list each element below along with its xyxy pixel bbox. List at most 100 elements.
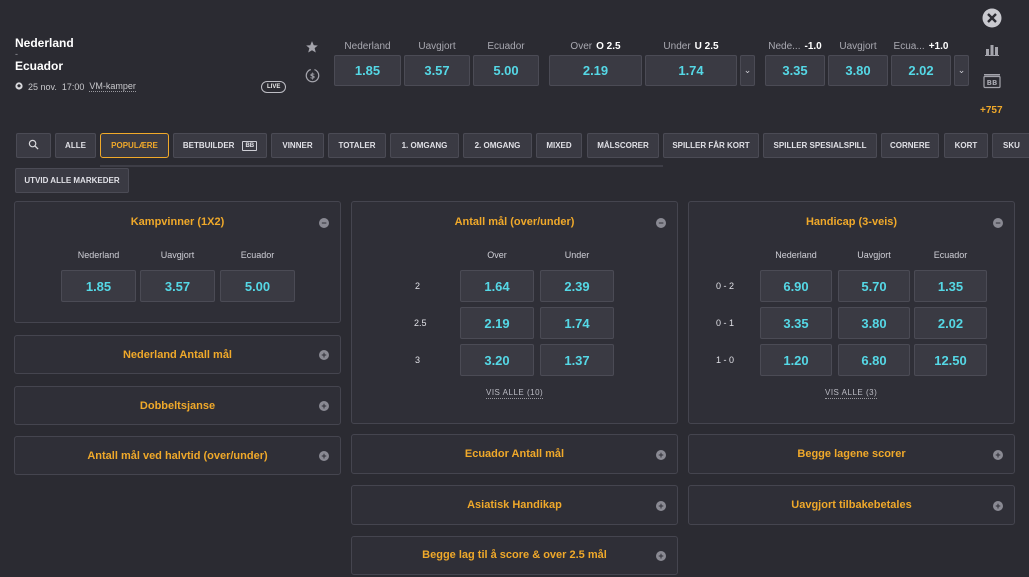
market-title: Uavgjort tilbakebetales [791, 499, 912, 511]
header-label-hc-draw: Uavgjort [839, 41, 877, 52]
tabs-scrollbar[interactable] [100, 165, 663, 167]
tab-alle[interactable]: ALLE [55, 133, 96, 158]
odds-button[interactable]: 3.35 [760, 307, 832, 339]
market-title: Asiatisk Handikap [467, 499, 562, 511]
team-separator: - [15, 49, 18, 59]
expand-icon[interactable]: + [656, 501, 666, 511]
market-ecuador-antall-mal[interactable]: Ecuador Antall mål + [351, 434, 678, 474]
close-icon[interactable] [982, 8, 1002, 28]
kampvinner-title[interactable]: Kampvinner (1X2) [130, 216, 225, 228]
expand-icon[interactable]: + [993, 501, 1003, 511]
odds-button[interactable]: 1.20 [760, 344, 832, 376]
collapse-icon[interactable]: − [656, 218, 666, 228]
row-label: 1 - 0 [716, 355, 735, 365]
collapse-icon[interactable]: − [319, 218, 329, 228]
tab-spiller-far-kort[interactable]: SPILLER FÅR KORT [663, 133, 759, 158]
expand-icon[interactable]: + [993, 450, 1003, 460]
odds-button[interactable]: 12.50 [914, 344, 987, 376]
header-odds-home[interactable]: 1.85 [334, 55, 401, 86]
match-meta: 25 nov. 17:00 VM-kamper [15, 81, 136, 92]
odds-button[interactable]: 3.80 [838, 307, 910, 339]
market-begge-lag-score-over[interactable]: Begge lag til å score & over 2.5 mål + [351, 536, 678, 575]
market-antall-mal-halvtid[interactable]: Antall mål ved halvtid (over/under) + [14, 436, 341, 475]
market-dobbeltsjanse[interactable]: Dobbeltsjanse + [14, 386, 341, 425]
svg-text:$: $ [309, 71, 314, 80]
row-label: 0 - 1 [716, 318, 735, 328]
tab-2-omgang[interactable]: 2. OMGANG [463, 133, 532, 158]
see-all-link[interactable]: VIS ALLE (3) [825, 388, 878, 399]
odds-button[interactable]: 3.20 [460, 344, 534, 376]
row-label: 2 [415, 281, 421, 291]
expand-all-button[interactable]: UTVID ALLE MARKEDER [15, 168, 129, 193]
expand-icon[interactable]: + [656, 551, 666, 561]
header-odds-hc-away[interactable]: 2.02 [891, 55, 951, 86]
odds-button[interactable]: 5.00 [220, 270, 295, 302]
svg-text:BB: BB [987, 79, 998, 87]
tab-populaere[interactable]: POPULÆRE [100, 133, 169, 158]
football-icon [15, 81, 23, 92]
tab-malscorer[interactable]: MÅLSCORER [587, 133, 659, 158]
header-label-away: Ecuador [487, 41, 525, 52]
column-label: Under [564, 250, 590, 260]
market-asiatisk-handikap[interactable]: Asiatisk Handikap + [351, 485, 678, 525]
tab-vinner[interactable]: VINNER [271, 133, 324, 158]
dollar-circle-icon[interactable]: $ [304, 67, 320, 83]
odds-button[interactable]: 2.19 [460, 307, 534, 339]
market-nederland-antall-mal[interactable]: Nederland Antall mål + [14, 335, 341, 374]
collapse-icon[interactable]: − [993, 218, 1003, 228]
search-button[interactable] [16, 133, 51, 158]
more-markets-count[interactable]: +757 [980, 105, 1003, 116]
odds-button[interactable]: 1.85 [61, 270, 136, 302]
tab-sku[interactable]: SKU [992, 133, 1029, 158]
header-label-under: Under U 2.5 [663, 41, 719, 52]
odds-button[interactable]: 1.37 [540, 344, 614, 376]
header-label-hc-away: Ecua... +1.0 [893, 41, 949, 52]
tab-1-omgang[interactable]: 1. OMGANG [390, 133, 459, 158]
expand-icon[interactable]: + [319, 350, 329, 360]
live-badge[interactable]: LIVE [261, 81, 287, 93]
header-odds-draw[interactable]: 3.57 [404, 55, 470, 86]
row-label: 2.5 [414, 318, 427, 328]
expand-icon[interactable]: + [656, 450, 666, 460]
market-title: Nederland Antall mål [122, 349, 232, 361]
odds-button[interactable]: 2.39 [540, 270, 614, 302]
expand-icon[interactable]: + [319, 401, 329, 411]
handicap-panel: Handicap (3-veis) − Nederland Uavgjort E… [688, 201, 1015, 424]
tab-totaler[interactable]: TOTALER [328, 133, 386, 158]
tab-betbuilder[interactable]: BETBUILDER BB [173, 133, 267, 158]
odds-button[interactable]: 6.80 [838, 344, 910, 376]
header-odds-under[interactable]: 1.74 [645, 55, 737, 86]
odds-button[interactable]: 6.90 [760, 270, 832, 302]
odds-button[interactable]: 1.74 [540, 307, 614, 339]
odds-button[interactable]: 1.64 [460, 270, 534, 302]
match-time: 17:00 [61, 81, 85, 92]
odds-button[interactable]: 5.70 [838, 270, 910, 302]
market-uavgjort-tilbakebetales[interactable]: Uavgjort tilbakebetales + [688, 485, 1015, 525]
header-odds-hc-draw[interactable]: 3.80 [828, 55, 888, 86]
header-odds-away[interactable]: 5.00 [473, 55, 539, 86]
expand-icon[interactable]: + [319, 451, 329, 461]
odds-button[interactable]: 2.02 [914, 307, 987, 339]
market-begge-lagene-scorer[interactable]: Begge lagene scorer + [688, 434, 1015, 474]
tab-mixed[interactable]: MIXED [536, 133, 582, 158]
antall-mal-title[interactable]: Antall mål (over/under) [454, 216, 575, 228]
odds-button[interactable]: 1.35 [914, 270, 987, 302]
header-odds-over[interactable]: 2.19 [549, 55, 642, 86]
competition-link[interactable]: VM-kamper [89, 81, 136, 92]
chevron-down-icon[interactable]: ⌄ [740, 55, 755, 86]
tab-spiller-spesialspill[interactable]: SPILLER SPESIALSPILL [763, 133, 877, 158]
column-label: Over [487, 250, 507, 260]
bar-chart-icon[interactable] [984, 41, 1000, 57]
star-icon[interactable] [304, 39, 320, 55]
row-label: 0 - 2 [716, 281, 735, 291]
header-odds-hc-home[interactable]: 3.35 [765, 55, 825, 86]
odds-button[interactable]: 3.57 [140, 270, 215, 302]
handicap-title[interactable]: Handicap (3-veis) [805, 216, 898, 228]
chevron-down-icon[interactable]: ⌄ [954, 55, 969, 86]
betbuilder-icon[interactable]: BB [983, 73, 1001, 89]
market-title: Begge lag til å score & over 2.5 mål [422, 549, 607, 561]
tab-cornere[interactable]: CORNERE [881, 133, 939, 158]
column-label: Ecuador [240, 250, 275, 260]
see-all-link[interactable]: VIS ALLE (10) [486, 388, 544, 399]
tab-kort[interactable]: KORT [944, 133, 988, 158]
